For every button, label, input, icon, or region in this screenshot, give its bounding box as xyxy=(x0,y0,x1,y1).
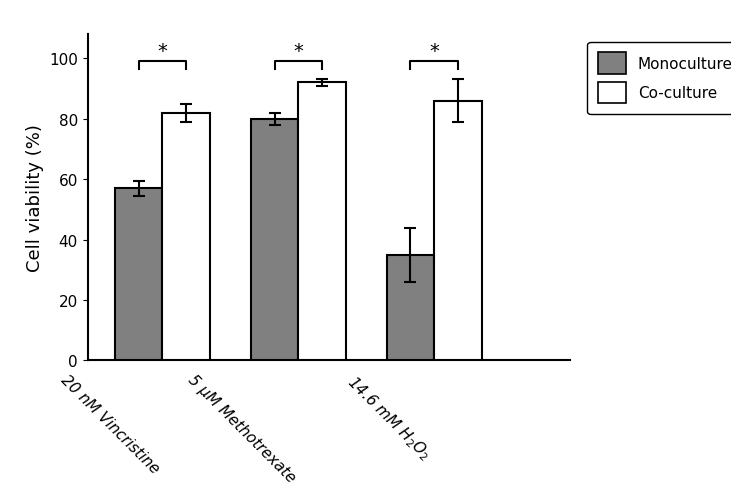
Bar xyxy=(387,255,434,361)
Bar xyxy=(434,101,482,361)
Bar xyxy=(298,83,346,361)
Text: 5 μM Methotrexate: 5 μM Methotrexate xyxy=(185,372,298,485)
Text: 14.6 mM H$_2$O$_2$: 14.6 mM H$_2$O$_2$ xyxy=(343,372,434,463)
Legend: Monoculture, Co-culture: Monoculture, Co-culture xyxy=(588,43,731,115)
Text: *: * xyxy=(157,43,167,61)
Text: *: * xyxy=(293,43,303,61)
Y-axis label: Cell viability (%): Cell viability (%) xyxy=(26,124,44,272)
Text: 20 nM Vincristine: 20 nM Vincristine xyxy=(58,372,162,476)
Bar xyxy=(162,113,210,361)
Bar xyxy=(251,120,298,361)
Text: *: * xyxy=(429,43,439,61)
Bar xyxy=(115,189,162,361)
